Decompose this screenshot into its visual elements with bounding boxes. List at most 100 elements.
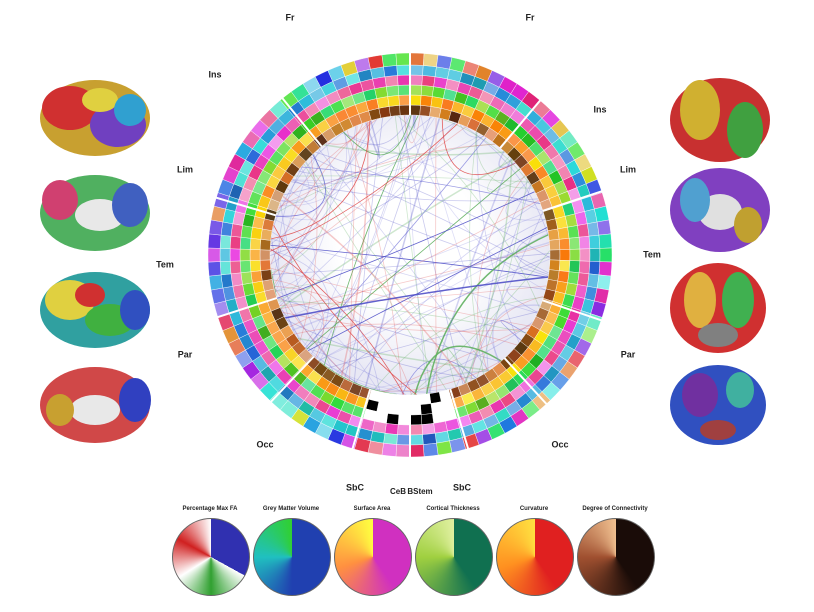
ring-cell <box>378 106 391 119</box>
ring-cell <box>395 52 411 66</box>
chord <box>323 144 505 156</box>
chord <box>273 286 353 383</box>
chord <box>270 269 277 297</box>
ring-cell <box>249 249 261 261</box>
ring-cell <box>384 75 399 87</box>
ring-cell <box>219 261 232 276</box>
chord <box>270 267 531 327</box>
ring-cell <box>219 248 231 262</box>
chord <box>284 312 323 351</box>
chord <box>349 125 358 382</box>
lobe-divider <box>542 183 624 212</box>
chord <box>459 124 485 138</box>
chord <box>280 201 335 373</box>
chord <box>323 115 419 366</box>
chord <box>291 179 549 277</box>
ring-cell <box>397 74 411 86</box>
lobe-label: Ins <box>593 104 606 114</box>
ring-cell <box>397 414 411 426</box>
ring-cell <box>569 248 581 262</box>
ring-cell <box>549 259 561 271</box>
ring-cell <box>409 84 423 96</box>
ring-cell <box>229 260 242 275</box>
ring-cell <box>383 65 398 77</box>
chord <box>414 345 502 396</box>
chord <box>401 358 477 395</box>
ring-cell <box>419 105 432 117</box>
chord <box>299 156 318 342</box>
chord <box>270 125 357 265</box>
brain-images-left <box>40 80 151 443</box>
chord <box>280 161 318 203</box>
ring-cell <box>396 434 411 446</box>
chord <box>470 295 544 382</box>
ring-cell <box>230 223 243 238</box>
legend-title: Surface Area <box>353 506 391 512</box>
chord <box>280 307 301 342</box>
ring-cell <box>549 239 561 251</box>
chord <box>276 297 501 363</box>
ring-cell <box>409 444 425 458</box>
lobe-divider <box>503 357 563 422</box>
ring-cell <box>220 221 233 237</box>
ring-cell <box>578 235 591 250</box>
chord <box>405 114 546 291</box>
chord <box>271 126 467 276</box>
chords <box>257 102 551 403</box>
ring-cell <box>240 225 253 239</box>
chord <box>326 123 364 145</box>
chord <box>317 258 551 361</box>
ring-cell <box>420 403 433 415</box>
lobe-label: Lim <box>620 164 636 174</box>
chord <box>301 166 541 205</box>
ring-cell <box>395 444 411 458</box>
chord <box>297 337 490 372</box>
chord <box>272 147 322 282</box>
chord <box>282 311 530 332</box>
lobe-label: Ins <box>208 69 221 79</box>
chord <box>279 307 406 396</box>
ring-cell <box>208 274 224 291</box>
ring-cell <box>398 404 411 416</box>
chord <box>271 154 328 274</box>
ring-cell <box>409 74 423 86</box>
ring-cell <box>219 234 232 249</box>
ring-cell <box>436 440 453 456</box>
ring-cell <box>423 53 439 68</box>
chord <box>412 371 488 396</box>
ring-cell <box>567 271 580 285</box>
ring-cell <box>259 259 271 271</box>
chord <box>318 232 549 362</box>
chord <box>505 180 546 221</box>
lobe-divider <box>267 79 323 148</box>
chord <box>420 115 501 363</box>
lobe-label: Lim <box>177 164 193 174</box>
ring-cell <box>429 391 442 404</box>
legend-title: Degree of Connectivity <box>582 506 648 512</box>
ring-cell <box>598 261 613 277</box>
chord <box>279 122 456 307</box>
chord <box>305 161 474 380</box>
ring-cell <box>567 225 580 239</box>
ring-cell <box>384 423 399 435</box>
chord <box>278 131 347 207</box>
ring-cell <box>599 247 613 263</box>
ring-cell <box>249 260 262 272</box>
chord <box>335 201 540 374</box>
ring-cell <box>547 228 560 241</box>
ring-cell <box>568 260 581 273</box>
ring-cell <box>259 249 271 261</box>
chord <box>270 116 433 245</box>
chord <box>382 324 532 393</box>
chord <box>319 114 416 362</box>
chord <box>273 120 372 286</box>
ring-cell <box>250 270 263 284</box>
lobe-label: Tem <box>156 259 174 269</box>
ring-cell <box>420 413 434 425</box>
chord <box>455 184 532 388</box>
chord <box>399 115 464 385</box>
chord <box>506 285 546 313</box>
lobe-label: SbC <box>346 482 365 492</box>
ring-cell <box>549 249 561 261</box>
